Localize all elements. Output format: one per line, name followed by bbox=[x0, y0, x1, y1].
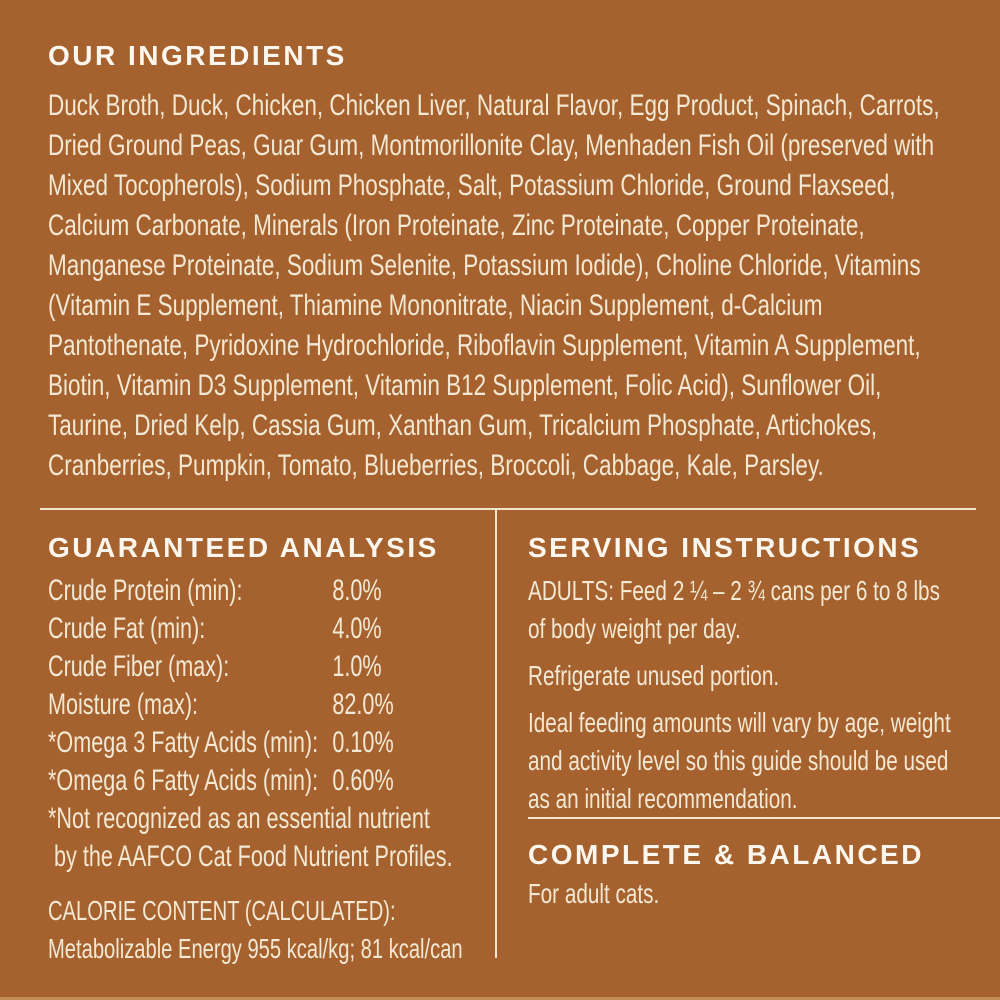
label-bottom-edge bbox=[0, 997, 1000, 1000]
calorie-content-block: CALORIE CONTENT (CALCULATED): Metaboliza… bbox=[48, 892, 494, 968]
nutrient-label: Crude Fat (min): bbox=[48, 612, 206, 645]
nutrient-value: 82.0% bbox=[332, 688, 394, 721]
nutrient-value: 0.10% bbox=[332, 726, 394, 759]
guaranteed-analysis-table: Crude Protein (min): 8.0% Crude Fat (min… bbox=[48, 572, 494, 800]
lower-panel: GUARANTEED ANALYSIS Crude Protein (min):… bbox=[40, 508, 1000, 964]
aafco-footnote: *Not recognized as an essential nutrient… bbox=[48, 802, 453, 873]
guaranteed-analysis-section: GUARANTEED ANALYSIS Crude Protein (min):… bbox=[40, 510, 495, 964]
guaranteed-analysis-title: GUARANTEED ANALYSIS bbox=[48, 532, 439, 563]
ingredients-section: OUR INGREDIENTS Duck Broth, Duck, Chicke… bbox=[0, 0, 1000, 486]
complete-balanced-section: COMPLETE & BALANCED For adult cats. bbox=[528, 819, 1000, 912]
nutrient-value: 4.0% bbox=[332, 612, 382, 645]
table-row: Crude Protein (min): 8.0% bbox=[48, 572, 494, 610]
table-row: Crude Fiber (max): 1.0% bbox=[48, 648, 494, 686]
nutrient-label: Moisture (max): bbox=[48, 688, 199, 721]
serving-instructions-section: SERVING INSTRUCTIONS ADULTS: Feed 2 ¼ – … bbox=[528, 510, 1000, 819]
calorie-content-value: Metabolizable Energy 955 kcal/kg; 81 kca… bbox=[48, 933, 463, 964]
complete-balanced-title: COMPLETE & BALANCED bbox=[528, 839, 924, 870]
serving-instructions-title: SERVING INSTRUCTIONS bbox=[528, 532, 922, 563]
serving-refrigerate-text: Refrigerate unused portion. bbox=[528, 660, 780, 691]
ingredients-title: OUR INGREDIENTS bbox=[48, 40, 347, 71]
nutrient-label: Crude Fiber (max): bbox=[48, 650, 230, 683]
nutrient-label: *Omega 6 Fatty Acids (min): bbox=[48, 764, 319, 797]
complete-balanced-text: For adult cats. bbox=[528, 878, 660, 909]
table-row: Crude Fat (min): 4.0% bbox=[48, 610, 494, 648]
calorie-content-heading: CALORIE CONTENT (CALCULATED): bbox=[48, 895, 396, 926]
nutrient-label: Crude Protein (min): bbox=[48, 574, 243, 607]
nutrient-label: *Omega 3 Fatty Acids (min): bbox=[48, 726, 319, 759]
table-row: Moisture (max): 82.0% bbox=[48, 686, 494, 724]
nutrient-value: 8.0% bbox=[332, 574, 382, 607]
ingredients-text: Duck Broth, Duck, Chicken, Chicken Liver… bbox=[48, 89, 940, 482]
table-row: *Omega 6 Fatty Acids (min): 0.60% bbox=[48, 762, 494, 800]
right-column: SERVING INSTRUCTIONS ADULTS: Feed 2 ¼ – … bbox=[495, 510, 1000, 958]
nutrient-value: 0.60% bbox=[332, 764, 394, 797]
table-row: *Omega 3 Fatty Acids (min): 0.10% bbox=[48, 724, 494, 762]
serving-ideal-amounts-text: Ideal feeding amounts will vary by age, … bbox=[528, 707, 951, 814]
serving-adults-text: ADULTS: Feed 2 ¼ – 2 ¾ cans per 6 to 8 l… bbox=[528, 575, 940, 644]
nutrient-value: 1.0% bbox=[332, 650, 382, 683]
